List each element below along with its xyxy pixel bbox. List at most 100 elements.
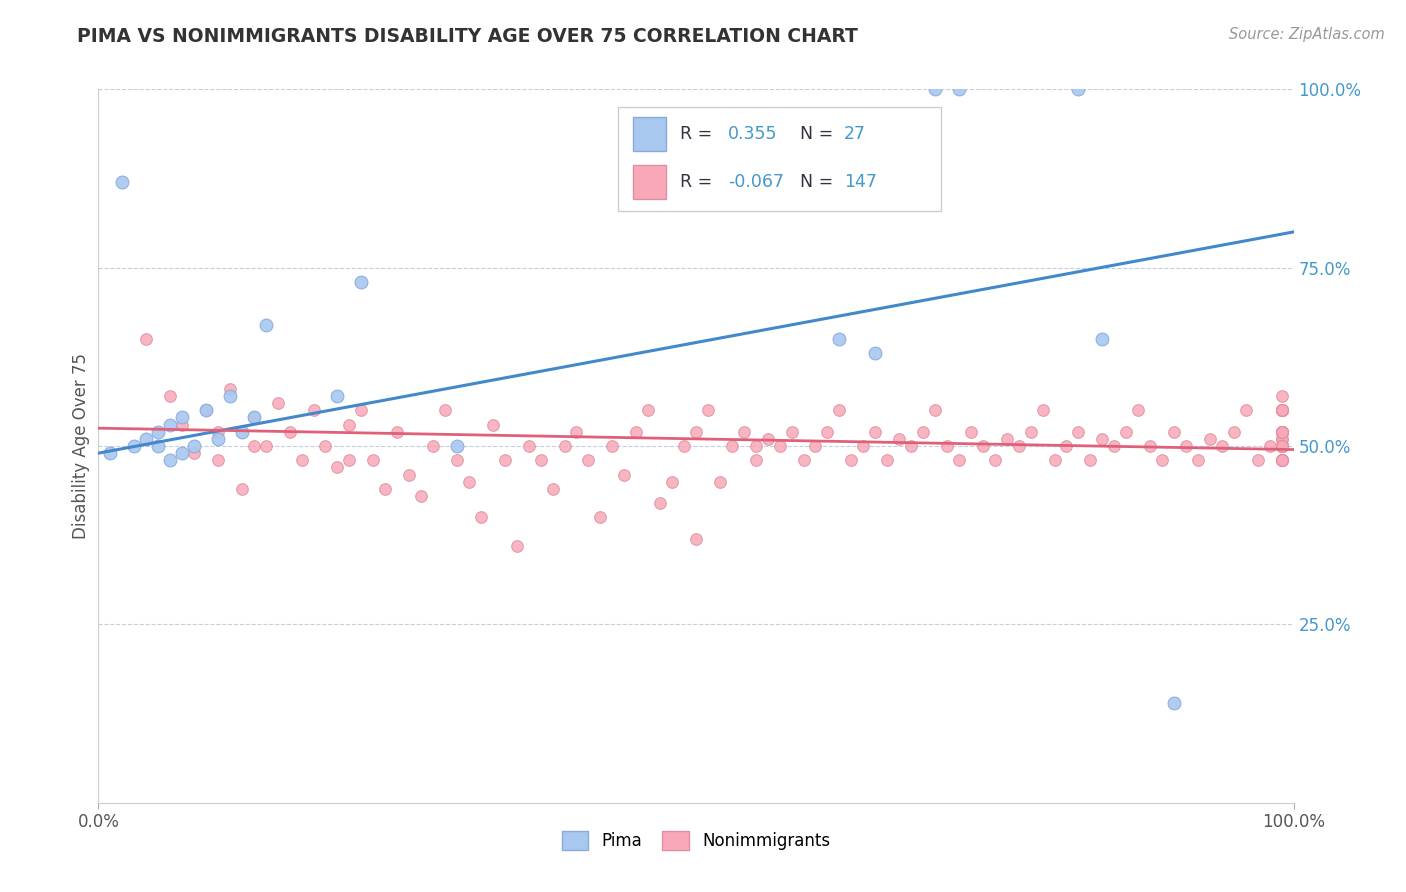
Point xyxy=(1247,453,1270,467)
Point xyxy=(159,417,181,432)
Point xyxy=(1271,439,1294,453)
Point xyxy=(195,403,218,417)
Point xyxy=(1271,403,1294,417)
Point xyxy=(1067,425,1090,439)
Point xyxy=(326,460,349,475)
Text: R =: R = xyxy=(681,173,718,191)
Point xyxy=(1271,389,1294,403)
Point xyxy=(661,475,683,489)
Point xyxy=(1271,425,1294,439)
Point xyxy=(243,410,266,425)
Point xyxy=(1271,453,1294,467)
Point xyxy=(995,432,1018,446)
Point xyxy=(1104,439,1126,453)
Point xyxy=(98,446,122,460)
Point xyxy=(685,532,707,546)
Point xyxy=(1271,439,1294,453)
Point xyxy=(780,425,803,439)
Point xyxy=(135,332,157,346)
Point xyxy=(1234,403,1257,417)
Point xyxy=(745,453,768,467)
Point xyxy=(243,439,266,453)
Point xyxy=(1128,403,1150,417)
Point xyxy=(207,432,229,446)
Point xyxy=(589,510,612,524)
Text: 147: 147 xyxy=(844,173,877,191)
Text: R =: R = xyxy=(681,125,718,143)
Point xyxy=(745,439,768,453)
Point xyxy=(1271,453,1294,467)
Legend: Pima, Nonimmigrants: Pima, Nonimmigrants xyxy=(557,826,835,855)
Point xyxy=(578,453,600,467)
Point xyxy=(326,389,349,403)
Point xyxy=(278,425,301,439)
Point xyxy=(219,389,242,403)
Text: N =: N = xyxy=(800,173,839,191)
Point xyxy=(1271,425,1294,439)
Point xyxy=(673,439,696,453)
Text: PIMA VS NONIMMIGRANTS DISABILITY AGE OVER 75 CORRELATION CHART: PIMA VS NONIMMIGRANTS DISABILITY AGE OVE… xyxy=(77,27,858,45)
Point xyxy=(470,510,492,524)
Point xyxy=(1091,432,1114,446)
Point xyxy=(1163,425,1185,439)
Point xyxy=(374,482,396,496)
Point xyxy=(697,403,720,417)
Point xyxy=(1067,82,1090,96)
Point xyxy=(1271,403,1294,417)
Point xyxy=(984,453,1007,467)
Point xyxy=(1271,425,1294,439)
Point xyxy=(1187,453,1209,467)
Point xyxy=(111,175,134,189)
Point xyxy=(1271,403,1294,417)
Point xyxy=(1115,425,1137,439)
Point xyxy=(219,382,242,396)
Point xyxy=(302,403,325,417)
Point xyxy=(243,410,266,425)
Point xyxy=(482,417,505,432)
Point xyxy=(172,417,194,432)
Point xyxy=(637,403,659,417)
Point xyxy=(733,425,755,439)
Point xyxy=(1271,439,1294,453)
Point xyxy=(1271,453,1294,467)
Point xyxy=(159,453,181,467)
Text: Source: ZipAtlas.com: Source: ZipAtlas.com xyxy=(1229,27,1385,42)
Point xyxy=(865,346,887,360)
Point xyxy=(315,439,337,453)
Point xyxy=(446,439,468,453)
Point xyxy=(1271,439,1294,453)
Point xyxy=(1223,425,1246,439)
Point xyxy=(602,439,624,453)
Point xyxy=(385,425,409,439)
Point xyxy=(1139,439,1161,453)
Point xyxy=(948,453,970,467)
Point xyxy=(1199,432,1222,446)
Point xyxy=(1080,453,1102,467)
Text: -0.067: -0.067 xyxy=(728,173,785,191)
Point xyxy=(124,439,146,453)
Point xyxy=(1056,439,1078,453)
Point xyxy=(254,439,277,453)
Point xyxy=(1271,432,1294,446)
Point xyxy=(1032,403,1054,417)
Point xyxy=(350,403,373,417)
Point xyxy=(422,439,444,453)
Point xyxy=(1271,425,1294,439)
Point xyxy=(1271,453,1294,467)
Point xyxy=(1271,403,1294,417)
FancyBboxPatch shape xyxy=(619,107,941,211)
Point xyxy=(446,453,468,467)
Point xyxy=(135,432,157,446)
Point xyxy=(756,432,779,446)
Point xyxy=(183,439,205,453)
Point xyxy=(565,425,588,439)
Point xyxy=(1271,403,1294,417)
Point xyxy=(339,417,361,432)
Point xyxy=(148,439,170,453)
Point xyxy=(207,453,229,467)
Point xyxy=(1271,432,1294,446)
Point xyxy=(948,82,970,96)
Point xyxy=(936,439,959,453)
Point xyxy=(841,453,863,467)
Point xyxy=(1271,403,1294,417)
